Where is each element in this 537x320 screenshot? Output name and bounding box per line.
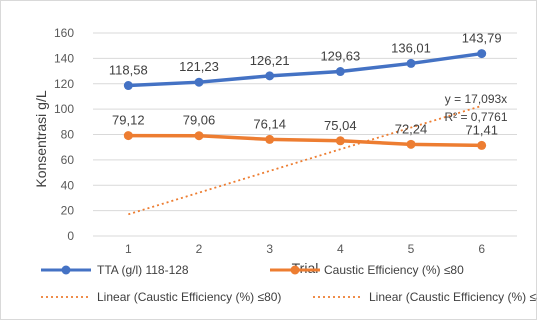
x-tick-label: 5 (408, 242, 415, 256)
y-tick-label: 80 (61, 128, 75, 142)
data-point (335, 67, 345, 77)
data-label: 71,41 (465, 122, 498, 137)
y-axis-ticks: 0 20 40 60 80 100 120 140 160 (54, 26, 74, 243)
legend-item-trend-1: Linear (Caustic Efficiency (%) ≤80) (41, 290, 281, 304)
legend-label-trend-1: Linear (Caustic Efficiency (%) ≤80) (97, 290, 281, 304)
y-axis-title: Konsentrasi g/L (33, 90, 49, 187)
series-line (128, 51, 482, 88)
data-label: 121,23 (179, 59, 219, 74)
y-tick-label: 40 (61, 178, 75, 192)
data-point (406, 58, 416, 68)
gridlines (93, 32, 517, 237)
data-point (194, 131, 204, 141)
legend-item-tta: TTA (g/l) 118-128 (41, 263, 189, 277)
data-label: 129,63 (320, 49, 360, 64)
data-label: 143,79 (462, 31, 502, 46)
legend-item-trend-2: Linear (Caustic Efficiency (%) ≤80) (313, 290, 537, 304)
y-tick-label: 160 (54, 26, 74, 40)
data-point (265, 134, 275, 144)
x-tick-label: 3 (266, 242, 273, 256)
legend-label-tta: TTA (g/l) 118-128 (97, 263, 189, 277)
data-point (194, 77, 204, 87)
y-tick-label: 100 (54, 102, 74, 116)
trendline-equation: y = 17,093x (445, 92, 507, 106)
data-point (123, 131, 133, 141)
data-point (265, 71, 275, 81)
data-label: 136,01 (391, 40, 431, 55)
legend: TTA (g/l) 118-128 Caustic Efficiency (%)… (41, 263, 537, 304)
legend-marker-caustic (290, 265, 300, 275)
trendline-group (128, 105, 482, 216)
data-labels: 118,58 121,23 126,21 129,63 136,01 143,79 79,1… (109, 31, 502, 138)
legend-item-caustic: Caustic Efficiency (%) ≤80 (270, 263, 464, 277)
series-group (123, 49, 487, 150)
y-tick-label: 0 (67, 229, 74, 243)
data-point (477, 49, 487, 59)
data-point (477, 140, 487, 150)
y-tick-label: 140 (54, 51, 74, 65)
x-tick-label: 6 (478, 242, 485, 256)
data-label: 126,21 (250, 53, 290, 68)
legend-label-trend-2: Linear (Caustic Efficiency (%) ≤80) (369, 290, 537, 304)
x-tick-label: 1 (125, 242, 132, 256)
data-point (406, 139, 416, 149)
trendline (128, 105, 482, 216)
y-tick-label: 120 (54, 77, 74, 91)
series-line (128, 133, 482, 148)
legend-marker-tta (61, 265, 71, 275)
y-tick-label: 20 (61, 204, 75, 218)
x-axis-ticks: 1 2 3 4 5 6 (125, 242, 485, 256)
data-label: 72,24 (395, 121, 428, 136)
x-tick-label: 4 (337, 242, 344, 256)
data-label: 118,58 (109, 63, 148, 78)
data-label: 76,14 (253, 116, 286, 131)
data-label: 79,06 (183, 113, 216, 128)
x-tick-label: 2 (196, 242, 203, 256)
legend-label-caustic: Caustic Efficiency (%) ≤80 (324, 263, 464, 277)
y-tick-label: 60 (61, 153, 75, 167)
data-point (335, 136, 345, 146)
data-label: 75,04 (324, 118, 357, 133)
data-point (123, 81, 133, 91)
trendline-r-squared: R² = 0,7761 (444, 110, 507, 124)
data-label: 79,12 (112, 113, 145, 128)
